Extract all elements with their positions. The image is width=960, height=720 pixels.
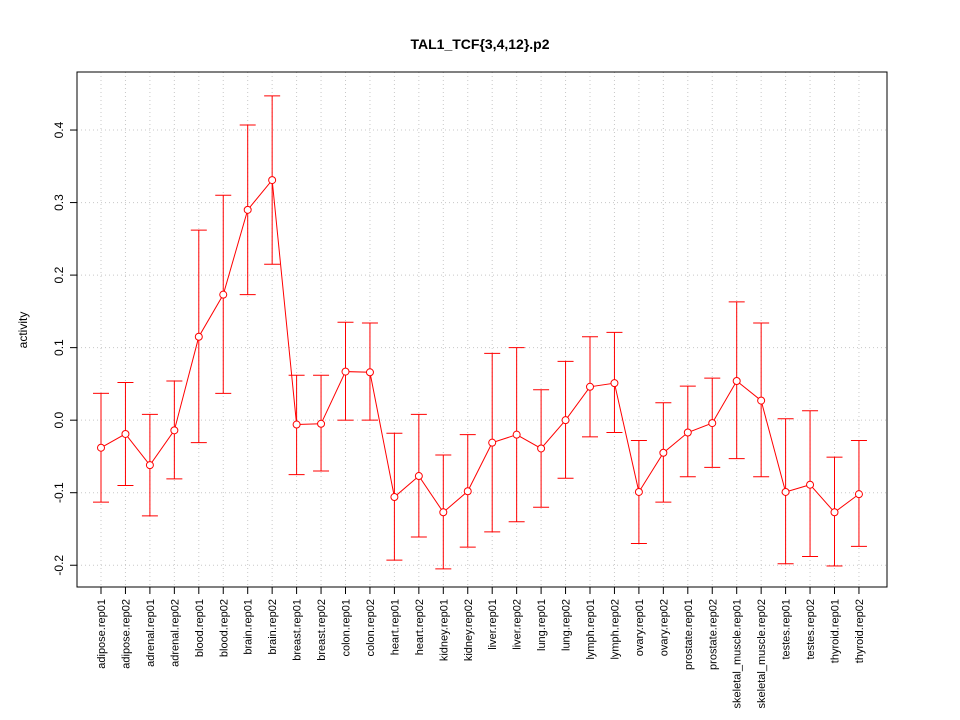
data-point [683,428,692,437]
data-point [586,382,594,391]
y-tick-label: 0.1 [52,339,66,356]
x-tick-label: kidney.rep02 [463,599,475,661]
data-point [145,461,154,470]
data-point [781,487,790,496]
data-point [170,426,179,435]
data-point [708,419,717,428]
x-tick-label: kidney.rep01 [438,599,450,661]
x-tick-label: lymph.rep02 [609,599,621,660]
x-tick-label: skeletal_muscle.rep01 [732,599,744,708]
data-point [830,508,839,517]
y-tick-label: 0.0 [52,412,66,429]
x-tick-label: breast.rep02 [316,599,328,661]
x-tick-label: brain.rep01 [243,599,255,655]
data-point [634,487,643,496]
data-point [561,416,570,425]
x-tick-label: ovary.rep02 [658,599,670,656]
x-tick-label: blood.rep01 [194,599,206,657]
x-tick-label: lung.rep01 [536,599,548,651]
data-point [121,429,130,438]
x-tick-label: skeletal_muscle.rep02 [756,599,768,708]
x-tick-label: liver.rep02 [512,599,524,650]
data-point [610,379,619,388]
x-tick-label: brain.rep02 [267,599,279,655]
data-point [97,443,105,452]
data-point [219,290,228,299]
data-point [854,490,863,499]
data-point [732,377,741,385]
x-tick-label: breast.rep01 [292,599,304,661]
y-tick-label: 0.2 [52,266,66,283]
axis-layer: -0.2 -0.1 0.0 0.1 0.2 0.3 0.4 adipose.rep01 adip… [52,121,866,708]
x-tick-label: thyroid.rep01 [830,599,842,663]
x-tick-label: thyroid.rep02 [854,599,866,663]
data-point [194,332,203,341]
data-point [292,420,301,429]
x-tick-label: adipose.rep02 [120,599,132,669]
data-point [439,508,448,517]
data-point [512,430,521,439]
data-point [757,396,766,405]
data-point [414,472,423,481]
series-layer [93,95,867,570]
x-tick-label: colon.rep01 [341,599,353,657]
data-point [537,444,546,453]
x-tick-label: heart.rep02 [414,599,426,655]
data-point [659,448,668,457]
y-tick-label: 0.4 [52,121,66,138]
x-tick-label: blood.rep02 [218,599,230,657]
x-tick-label: lymph.rep01 [585,599,597,660]
series-line [100,178,860,514]
x-tick-label: testes.rep02 [805,599,817,660]
x-tick-label: heart.rep01 [389,599,401,655]
x-tick-label: ovary.rep01 [634,599,646,656]
y-axis-label: activity [16,312,30,349]
data-point [488,438,497,447]
x-tick-label: colon.rep02 [365,599,377,657]
data-point [341,367,350,376]
x-tick-label: prostate.rep01 [683,599,695,670]
y-tick-label: 0.3 [52,194,66,211]
data-point [365,368,374,377]
grid-layer [77,72,887,587]
data-point [390,493,399,502]
x-tick-label: adrenal.rep02 [169,599,181,667]
data-point [806,480,815,489]
x-tick-label: testes.rep01 [781,599,793,660]
x-tick-label: lung.rep02 [561,599,573,651]
x-tick-label: adipose.rep01 [96,599,108,669]
y-tick-label: -0.1 [52,482,66,503]
chart-title: TAL1_TCF{3,4,12}.p2 [410,36,549,52]
y-tick-label: -0.2 [52,555,66,576]
data-point [268,176,277,185]
data-point [317,419,326,428]
x-tick-label: prostate.rep02 [707,599,719,670]
data-point [243,205,252,214]
x-tick-label: adrenal.rep01 [145,599,157,667]
data-point [463,487,472,496]
plot-frame [76,71,888,588]
x-tick-label: liver.rep01 [487,599,499,650]
